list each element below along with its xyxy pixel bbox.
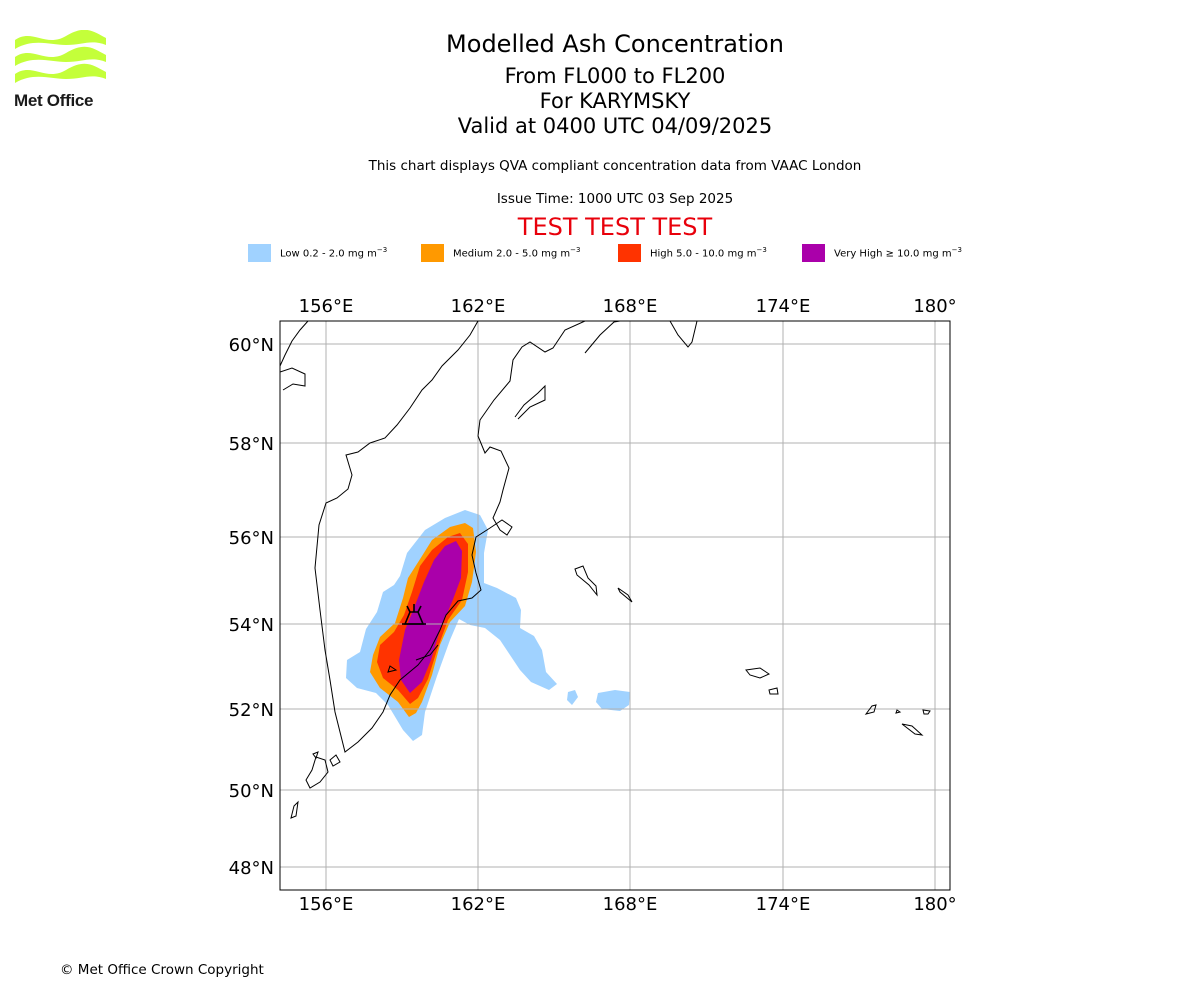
description: This chart displays QVA compliant concen… <box>368 158 862 174</box>
lon-tick-bottom: 156°E <box>299 894 354 915</box>
lon-tick-top: 156°E <box>299 296 354 317</box>
legend-item-very-high: Very High ≥ 10.0 mg m−3 <box>802 244 962 262</box>
copyright: © Met Office Crown Copyright <box>60 962 264 978</box>
gridlines <box>280 321 950 890</box>
legend-item-low: Low 0.2 - 2.0 mg m−3 <box>248 244 387 262</box>
lon-tick-top: 162°E <box>451 296 506 317</box>
lat-tick: 60°N <box>229 335 274 356</box>
lat-tick: 48°N <box>229 858 274 879</box>
legend-item-high: High 5.0 - 10.0 mg m−3 <box>618 244 767 262</box>
coastlines <box>280 321 931 819</box>
axis-labels: 156°E 162°E 168°E 174°E 180° 156°E 162°E… <box>229 296 957 915</box>
valid-time: Valid at 0400 UTC 04/09/2025 <box>457 114 773 138</box>
lon-tick-bottom: 180° <box>913 894 956 915</box>
lon-tick-bottom: 162°E <box>451 894 506 915</box>
lat-tick: 52°N <box>229 700 274 721</box>
legend-label-medium: Medium 2.0 - 5.0 mg m <box>453 248 571 260</box>
legend-item-medium: Medium 2.0 - 5.0 mg m−3 <box>421 244 580 262</box>
volcano-icon <box>402 604 426 625</box>
lon-tick-bottom: 168°E <box>603 894 658 915</box>
ash-low-region <box>346 510 630 741</box>
test-banner: TEST TEST TEST <box>517 213 713 241</box>
lat-tick: 54°N <box>229 615 274 636</box>
legend-swatch-medium <box>421 244 444 262</box>
map-frame <box>279 320 951 891</box>
chart-title: Modelled Ash Concentration <box>446 30 784 58</box>
lon-tick-top: 180° <box>913 296 956 317</box>
level-range: From FL000 to FL200 <box>504 64 726 88</box>
legend-swatch-very-high <box>802 244 825 262</box>
lat-tick: 56°N <box>229 528 274 549</box>
legend-swatch-low <box>248 244 271 262</box>
lat-tick: 58°N <box>229 434 274 455</box>
legend-label-very-high: Very High ≥ 10.0 mg m <box>834 248 952 260</box>
lon-tick-bottom: 174°E <box>756 894 811 915</box>
logo-text: Met Office <box>14 91 94 110</box>
chart-subtitle: From FL000 to FL200 For KARYMSKY Valid a… <box>0 64 1200 139</box>
lon-tick-top: 168°E <box>603 296 658 317</box>
lon-tick-top: 174°E <box>756 296 811 317</box>
lat-tick: 50°N <box>229 781 274 802</box>
legend-swatch-high <box>618 244 641 262</box>
legend-label-high: High 5.0 - 10.0 mg m <box>650 248 757 260</box>
met-office-logo: Met Office <box>14 29 109 112</box>
volcano-name: For KARYMSKY <box>539 89 691 113</box>
legend-label-low: Low 0.2 - 2.0 mg m <box>280 248 377 260</box>
issue-time: Issue Time: 1000 UTC 03 Sep 2025 <box>496 191 734 207</box>
ash-very-high-region <box>399 541 462 693</box>
met-office-waves-icon <box>15 29 106 83</box>
